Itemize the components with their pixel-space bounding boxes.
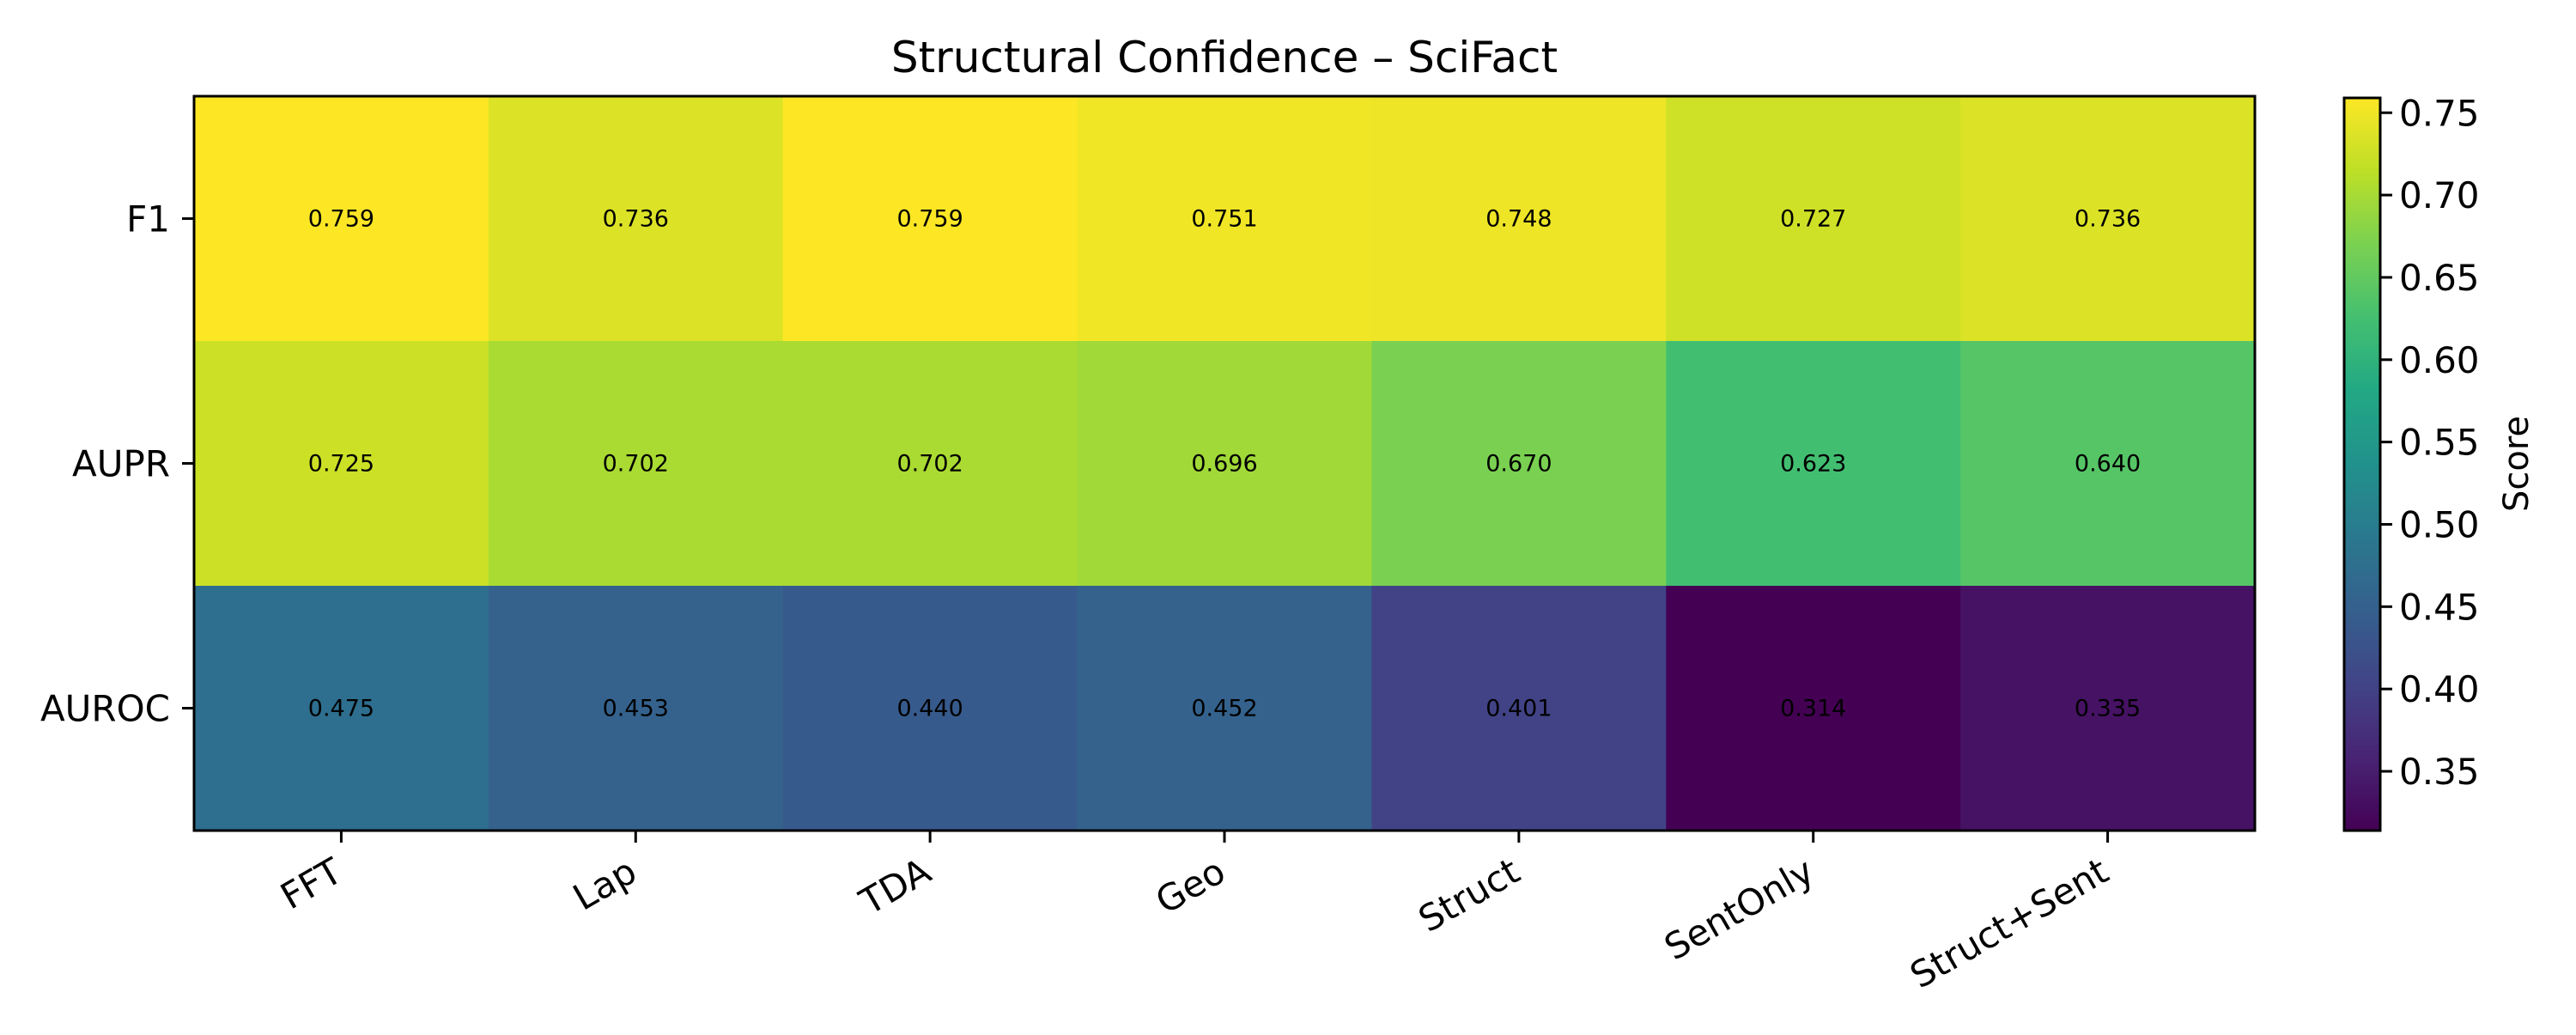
colorbar-ticks: 0.35 0.40 0.45 0.50 0.55 0.60 0.65 0.70 0.75	[2380, 92, 2480, 793]
cell-value-label: 0.751	[1191, 206, 1257, 233]
x-tick-label: TDA	[852, 849, 938, 923]
x-tick-label: Geo	[1149, 849, 1232, 922]
y-axis: F1 AUPR AUROC	[40, 198, 194, 730]
heatmap-cell	[782, 586, 1078, 831]
heatmap-cells	[194, 96, 2256, 831]
cell-value-label: 0.452	[1191, 696, 1257, 722]
cell-value-label: 0.702	[603, 451, 669, 478]
cell-value-label: 0.314	[1780, 696, 1846, 722]
colorbar-tick-label: 0.70	[2399, 174, 2480, 216]
cell-value-label: 0.759	[896, 206, 963, 233]
cell-value-label: 0.727	[1780, 206, 1846, 233]
heatmap-cell	[194, 341, 489, 587]
heatmap-cell	[1666, 96, 1961, 342]
heatmap-cell	[782, 341, 1078, 587]
y-tick-label: AUPR	[72, 443, 170, 485]
heatmap-cell	[1371, 341, 1667, 587]
heatmap-cell	[488, 341, 784, 587]
cell-value-label: 0.440	[896, 696, 963, 722]
x-axis: FFT Lap TDA Geo Struct SentOnly Struct+Sent	[274, 831, 2116, 996]
heatmap-cell	[1960, 96, 2256, 342]
heatmap-cell	[1666, 586, 1961, 831]
cell-value-label: 0.702	[896, 451, 963, 478]
heatmap-cell	[1960, 586, 2256, 831]
cell-value-label: 0.335	[2075, 696, 2141, 722]
heatmap-cell	[488, 586, 784, 831]
colorbar-tick-label: 0.50	[2399, 503, 2480, 545]
heatmap-cell	[488, 96, 784, 342]
x-tick-label: Struct	[1412, 849, 1527, 941]
heatmap-cell	[1371, 586, 1667, 831]
colorbar-tick-label: 0.65	[2399, 257, 2480, 299]
heatmap-cell	[194, 96, 489, 342]
colorbar-label: Score	[2497, 416, 2537, 512]
heatmap-cell	[782, 96, 1078, 342]
x-tick-label: SentOnly	[1657, 849, 1821, 968]
colorbar	[2342, 96, 2382, 832]
heatmap-cell	[1077, 586, 1372, 831]
heatmap-cell	[1371, 96, 1667, 342]
cell-value-label: 0.670	[1485, 451, 1552, 478]
heatmap-cell	[194, 586, 489, 831]
colorbar-tick-label: 0.75	[2399, 92, 2480, 134]
cell-value-label: 0.725	[308, 451, 374, 478]
x-tick-label: Struct+Sent	[1903, 849, 2115, 996]
colorbar-tick-label: 0.60	[2399, 339, 2480, 381]
cell-value-label: 0.759	[308, 206, 374, 233]
x-tick-label: Lap	[566, 849, 643, 918]
y-tick-label: F1	[126, 198, 170, 240]
cell-labels: 0.759 0.736 0.759 0.751 0.748 0.727 0.736 0.725…	[308, 206, 2141, 722]
cell-value-label: 0.453	[603, 696, 669, 722]
chart-title: Structural Confidence – SciFact	[891, 33, 1558, 82]
cell-value-label: 0.475	[308, 696, 374, 722]
y-tick-label: AUROC	[40, 688, 170, 730]
cell-value-label: 0.736	[2075, 206, 2141, 233]
cell-value-label: 0.696	[1191, 451, 1257, 478]
cell-value-label: 0.623	[1780, 451, 1846, 478]
colorbar-tick-label: 0.35	[2399, 751, 2480, 793]
heatmap-cell	[1077, 341, 1372, 587]
colorbar-tick-label: 0.45	[2399, 586, 2480, 628]
heatmap-cell	[1960, 341, 2256, 587]
cell-value-label: 0.401	[1485, 696, 1552, 722]
colorbar-tick-label: 0.40	[2399, 668, 2480, 710]
cell-value-label: 0.736	[603, 206, 669, 233]
colorbar-tick-label: 0.55	[2399, 422, 2480, 464]
heatmap-cell	[1666, 341, 1961, 587]
cell-value-label: 0.640	[2075, 451, 2141, 478]
x-tick-label: FFT	[274, 849, 349, 917]
cell-value-label: 0.748	[1485, 206, 1552, 233]
heatmap-cell	[1077, 96, 1372, 342]
